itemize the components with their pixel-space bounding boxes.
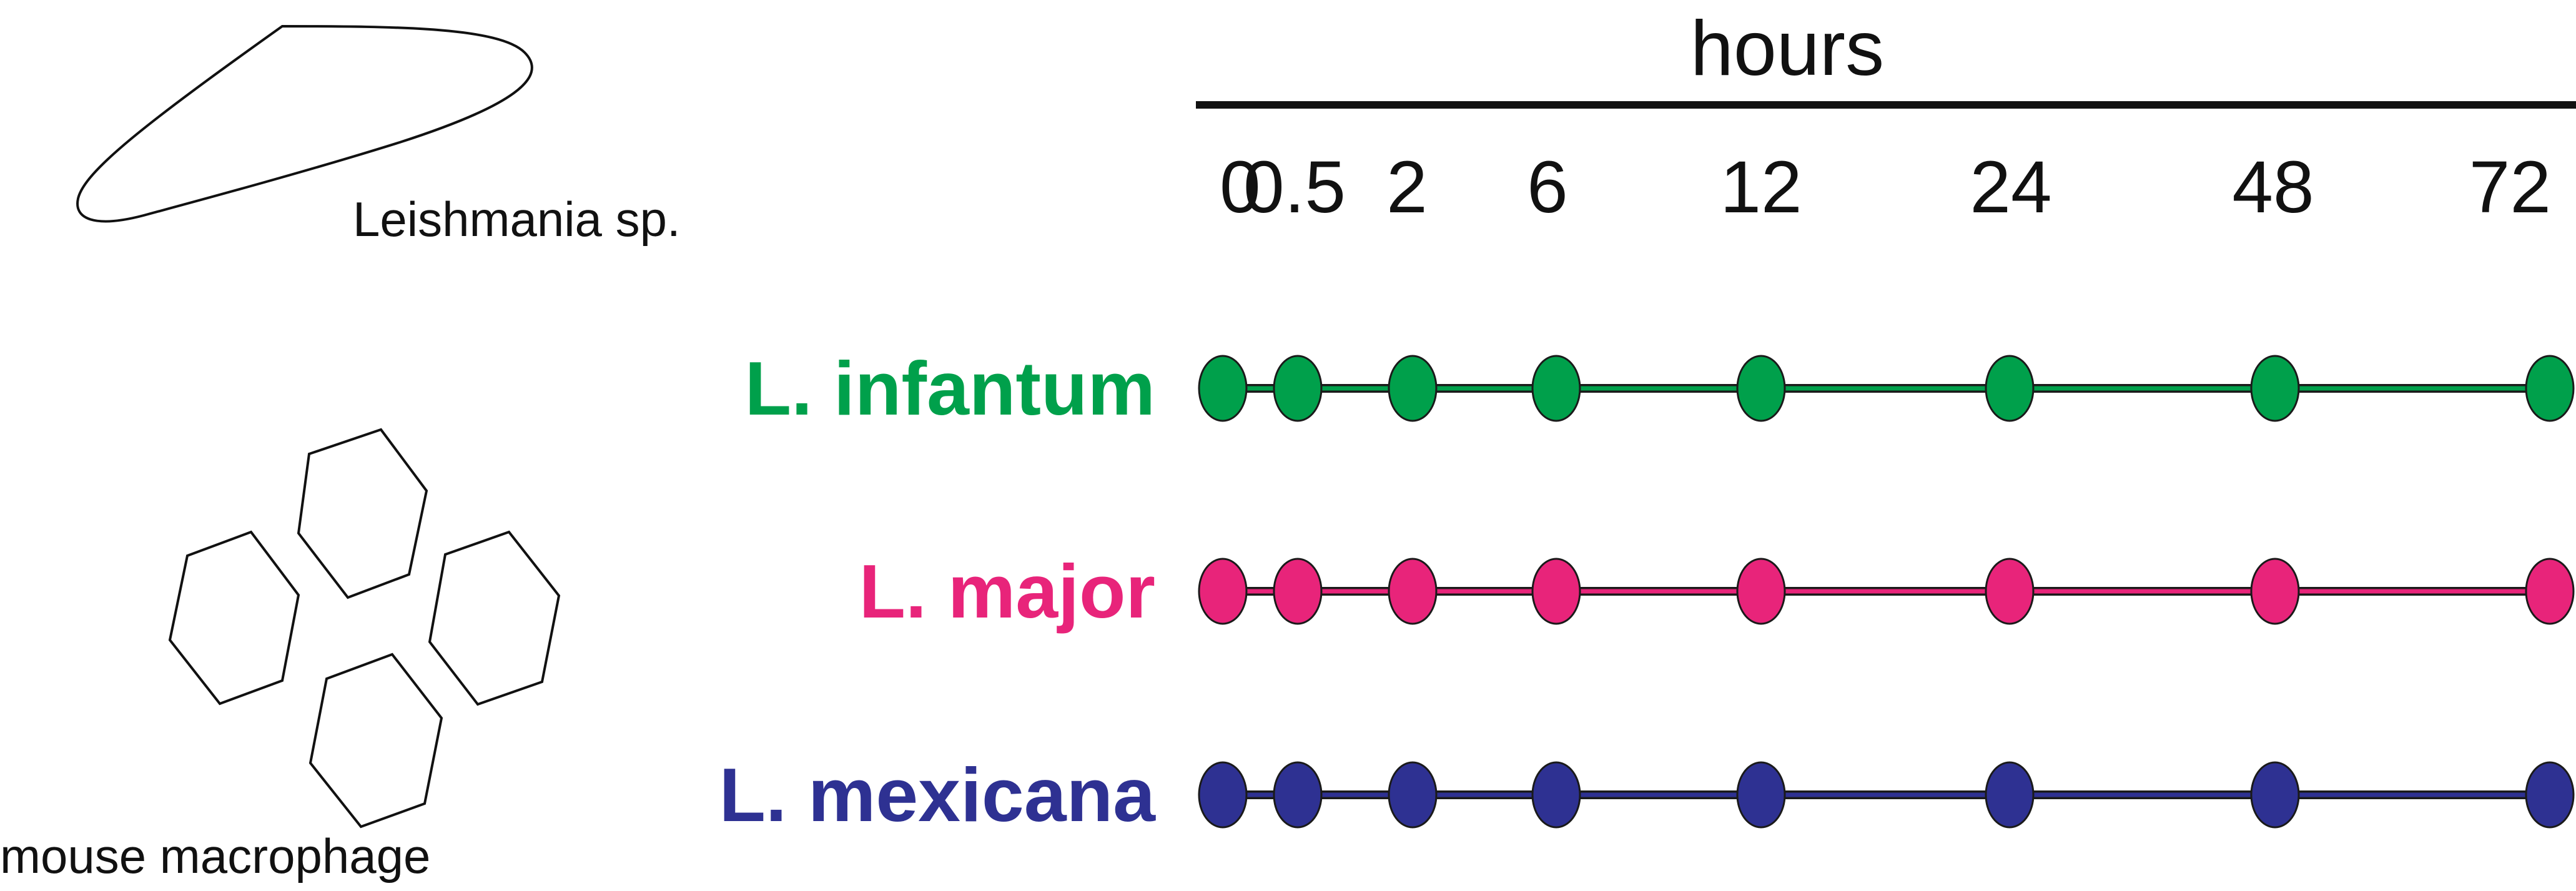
timepoint-dot <box>1273 355 1323 422</box>
species-row <box>1198 761 2575 829</box>
timepoint-label: 72 <box>2469 146 2551 229</box>
timepoint-dot <box>2250 355 2300 422</box>
leishmania-parasite-icon <box>76 24 533 223</box>
timepoint-dot <box>1531 558 1581 625</box>
timepoint-dot <box>2250 558 2300 625</box>
macrophage-cell <box>297 428 428 599</box>
timepoint-dot <box>1198 355 1248 422</box>
timecourse-rows <box>1198 355 2575 829</box>
species-label: L. major <box>859 549 1155 634</box>
timepoint-dot <box>1273 761 1323 829</box>
timepoint-dot <box>1736 558 1786 625</box>
timepoint-dot <box>1985 355 2035 422</box>
macrophage-cell <box>308 652 443 829</box>
timepoint-dot <box>2525 355 2575 422</box>
macrophage-cluster-icon <box>168 428 561 829</box>
species-row <box>1198 558 2575 625</box>
timepoint-label: 2 <box>1386 146 1428 229</box>
macrophage-cell <box>428 530 561 706</box>
species-label: L. mexicana <box>719 752 1157 837</box>
parasite-label: Leishmania sp. <box>353 192 681 247</box>
species-label: L. infantum <box>745 346 1155 431</box>
timepoint-dot <box>1388 558 1438 625</box>
timepoint-dot <box>1388 761 1438 829</box>
timepoint-dot <box>1198 761 1248 829</box>
timepoint-label: 6 <box>1527 146 1568 229</box>
timepoint-label: 24 <box>1970 146 2051 229</box>
timepoint-label: 12 <box>1720 146 1802 229</box>
timepoint-label: 48 <box>2232 146 2314 229</box>
timepoint-label: 0.5 <box>1243 146 1346 229</box>
timepoint-dot <box>1531 761 1581 829</box>
timepoint-dot <box>2525 558 2575 625</box>
timepoint-dot <box>1985 558 2035 625</box>
timepoint-dot <box>1736 761 1786 829</box>
hours-axis-title: hours <box>1690 6 1884 92</box>
timepoint-labels: 00.5 2 6 12 24 48 72 <box>1220 146 2551 229</box>
timepoint-dot <box>1985 761 2035 829</box>
macrophage-label: mouse macrophage <box>0 829 430 884</box>
species-row <box>1198 355 2575 422</box>
timepoint-dot <box>1273 558 1323 625</box>
species-labels: L. infantum L. major L. mexicana <box>719 346 1157 837</box>
timepoint-dot <box>1198 558 1248 625</box>
timepoint-dot <box>2525 761 2575 829</box>
timepoint-dot <box>1736 355 1786 422</box>
timepoint-dot <box>1531 355 1581 422</box>
timepoint-dot <box>2250 761 2300 829</box>
macrophage-cell <box>168 530 300 706</box>
timepoint-label: 0 <box>1220 146 1261 229</box>
timepoint-dot <box>1388 355 1438 422</box>
